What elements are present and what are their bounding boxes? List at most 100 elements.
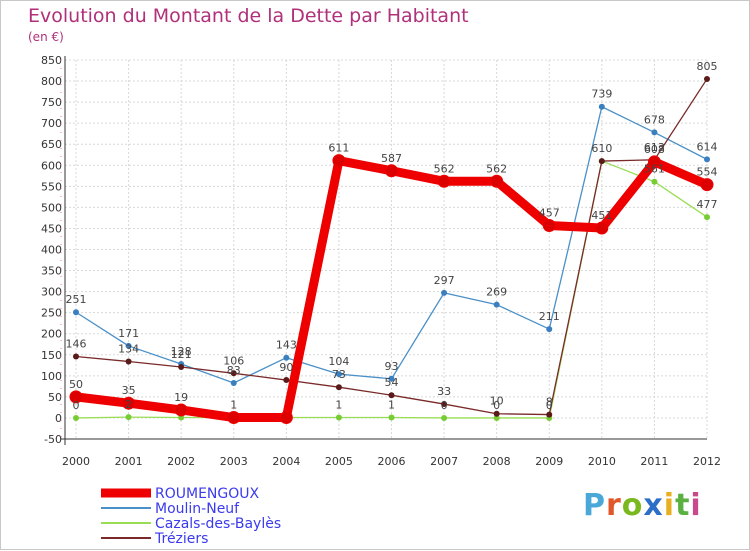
x-tick-label: 2002 [167, 455, 195, 468]
y-tick-label: 850 [41, 54, 62, 67]
data-label-roumengoux: 50 [69, 378, 83, 391]
logo-letter: r [606, 488, 622, 523]
data-point-roumengoux [437, 174, 451, 188]
data-point-moulin-neuf [704, 156, 710, 163]
data-point-roumengoux [385, 164, 398, 178]
data-label-cazals-des-bayles: 1 [335, 399, 342, 412]
data-point-treziers [73, 353, 79, 360]
data-label-roumengoux: 562 [434, 162, 455, 175]
data-label-treziers: 33 [437, 385, 451, 398]
y-tick-label: 200 [41, 328, 62, 341]
data-label-moulin-neuf: 104 [328, 355, 349, 368]
y-tick-label: -50 [44, 433, 62, 446]
data-label-cazals-des-bayles: 2 [125, 398, 132, 411]
y-tick-label: 600 [41, 159, 62, 172]
data-point-roumengoux [647, 155, 661, 169]
y-tick-label: 300 [41, 286, 62, 299]
y-tick-label: 800 [41, 75, 62, 88]
data-point-moulin-neuf [546, 326, 553, 333]
data-point-cazals-des-bayles [73, 414, 79, 421]
data-label-roumengoux: 1 [230, 399, 237, 412]
data-point-moulin-neuf [388, 375, 395, 382]
data-point-moulin-neuf [125, 342, 132, 349]
data-point-treziers [546, 411, 553, 418]
data-point-roumengoux [122, 396, 136, 410]
logo-letter: x [643, 488, 664, 523]
data-point-treziers [598, 158, 605, 165]
x-tick-label: 2007 [430, 455, 458, 468]
data-label-moulin-neuf: 678 [644, 113, 665, 126]
y-tick-label: 150 [41, 349, 62, 362]
y-tick-label: 50 [48, 391, 62, 404]
x-tick-label: 2009 [535, 455, 563, 468]
y-tick-label: 450 [41, 222, 62, 235]
data-point-cazals-des-bayles [651, 178, 658, 185]
data-label-cazals-des-bayles: 561 [644, 163, 665, 176]
data-point-roumengoux [542, 218, 556, 232]
data-label-moulin-neuf: 297 [434, 274, 455, 287]
data-label-moulin-neuf: 143 [276, 339, 297, 352]
data-point-cazals-des-bayles [125, 414, 132, 421]
data-point-treziers [178, 363, 185, 370]
x-tick-label: 2004 [272, 455, 300, 468]
data-point-moulin-neuf [283, 354, 290, 361]
data-label-roumengoux: 457 [539, 206, 560, 219]
data-point-cazals-des-bayles [493, 414, 500, 421]
data-point-roumengoux [332, 154, 346, 168]
data-label-cazals-des-bayles: 0 [441, 399, 448, 412]
x-tick-label: 2005 [325, 455, 353, 468]
data-point-moulin-neuf [441, 289, 448, 296]
chart-title: Evolution du Montant de la Dette par Hab… [28, 5, 469, 27]
data-label-cazals-des-bayles: 1 [388, 399, 395, 412]
x-tick-label: 2001 [115, 455, 143, 468]
data-point-cazals-des-bayles [388, 414, 395, 421]
data-point-treziers [388, 392, 395, 399]
data-label-treziers: 146 [66, 337, 87, 350]
data-label-moulin-neuf: 211 [539, 310, 560, 323]
data-label-moulin-neuf: 614 [697, 140, 718, 153]
data-point-moulin-neuf [598, 103, 605, 110]
x-tick-label: 2008 [483, 455, 511, 468]
data-point-roumengoux [700, 178, 714, 192]
logo-letter: o [621, 488, 644, 523]
data-label-roumengoux: 562 [486, 162, 507, 175]
x-tick-label: 2012 [693, 455, 721, 468]
proxiti-logo: Proxiti [583, 488, 702, 523]
data-label-treziers: 10 [490, 395, 504, 408]
data-point-moulin-neuf [230, 379, 237, 386]
data-label-roumengoux: 608 [644, 143, 665, 156]
x-tick-label: 2011 [640, 455, 668, 468]
y-tick-label: 100 [41, 370, 62, 383]
data-label-cazals-des-bayles: 477 [697, 198, 718, 211]
data-label-moulin-neuf: 83 [227, 364, 241, 377]
data-point-moulin-neuf [493, 301, 500, 308]
data-label-moulin-neuf: 739 [591, 88, 612, 101]
y-tick-label: 500 [41, 201, 62, 214]
x-tick-label: 2003 [220, 455, 248, 468]
data-label-moulin-neuf: 171 [118, 327, 139, 340]
data-point-cazals-des-bayles [335, 414, 342, 421]
data-label-treziers: 106 [223, 354, 244, 367]
data-point-roumengoux [174, 403, 188, 417]
data-label-moulin-neuf: 269 [486, 286, 507, 299]
x-tick-label: 2000 [62, 455, 90, 468]
y-tick-label: 750 [41, 96, 62, 109]
legend-label-roumengoux: ROUMENGOUX [155, 486, 260, 502]
data-point-roumengoux [69, 390, 83, 404]
data-point-treziers [704, 75, 710, 82]
chart-subtitle: (en €) [28, 30, 64, 44]
data-label-treziers: 134 [118, 343, 139, 356]
data-label-roumengoux: 19 [174, 391, 188, 404]
logo-letter: t [675, 488, 691, 523]
data-label-treziers: 54 [385, 376, 399, 389]
data-label-treziers: 613 [644, 141, 665, 154]
data-label-cazals-des-bayles: 0 [546, 399, 553, 412]
data-point-roumengoux [279, 411, 293, 425]
x-tick-label: 2006 [378, 455, 406, 468]
data-label-moulin-neuf: 251 [66, 293, 87, 306]
data-point-treziers [335, 384, 342, 391]
y-tick-label: 700 [41, 117, 62, 130]
logo-letter: i [663, 488, 676, 523]
x-tick-label: 2010 [588, 455, 616, 468]
